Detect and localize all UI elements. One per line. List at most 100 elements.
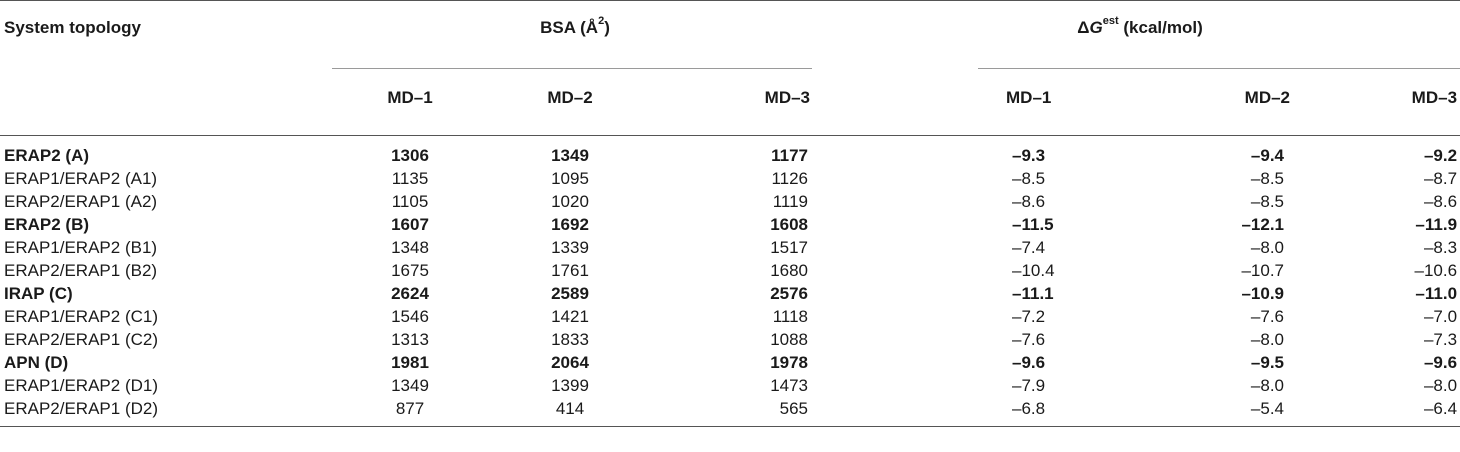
header-dg-md3: MD–3 xyxy=(1296,69,1460,136)
cell-bsa-md2: 1020 xyxy=(551,192,589,211)
cell-bsa-md2: 2064 xyxy=(551,353,589,372)
row-label: APN (D) xyxy=(4,353,69,372)
cell-dg-md3: –8.6 xyxy=(1423,192,1458,211)
cell-bsa-md3: 1608 xyxy=(770,215,809,234)
results-table-container: System topology BSA (Å2) ΔGest (kcal/mol… xyxy=(0,0,1460,427)
cell-dg-md1: –11.5 xyxy=(1012,215,1054,234)
cell-dg-md1: –7.6 xyxy=(1012,330,1046,349)
table-row: IRAP (C) 2624 2589 2576 –11.1 –10.9 –11.0 xyxy=(0,282,1460,305)
cell-dg-md1: –10.4 xyxy=(1012,261,1055,280)
cell-bsa-md3: 1119 xyxy=(772,192,809,211)
header-dg-md2: MD–2 xyxy=(1136,69,1297,136)
table-row: ERAP2 (A) 1306 1349 1177 –9.3 –9.4 –9.2 xyxy=(0,136,1460,168)
cell-bsa-md1: 1981 xyxy=(391,353,429,372)
cell-dg-md1: –7.9 xyxy=(1012,376,1046,395)
cell-dg-md1: –9.3 xyxy=(1012,146,1046,165)
cell-bsa-md3: 1978 xyxy=(770,353,809,372)
cell-spacer xyxy=(820,305,976,328)
row-label: ERAP1/ERAP2 (D1) xyxy=(4,376,158,395)
cell-bsa-md1: 1546 xyxy=(391,307,429,326)
table-row: APN (D) 1981 2064 1978 –9.6 –9.5 –9.6 xyxy=(0,351,1460,374)
header-bsa-md2: MD–2 xyxy=(490,69,650,136)
cell-spacer xyxy=(820,374,976,397)
cell-dg-md2: –9.5 xyxy=(1250,353,1285,372)
cell-spacer xyxy=(820,351,976,374)
cell-spacer xyxy=(820,236,976,259)
header-bsa-label: BSA (Å xyxy=(540,18,599,37)
cell-dg-md2: –8.5 xyxy=(1250,192,1285,211)
cell-spacer xyxy=(820,190,976,213)
cell-dg-md1: –7.2 xyxy=(1012,307,1046,326)
cell-dg-md2: –8.0 xyxy=(1250,330,1285,349)
cell-bsa-md3: 1177 xyxy=(771,146,809,165)
cell-bsa-md2: 1399 xyxy=(551,376,589,395)
cell-spacer xyxy=(820,282,976,305)
cell-bsa-md2: 414 xyxy=(490,397,650,427)
header-dg-prefix: ΔG xyxy=(1077,18,1103,37)
header-system-topology: System topology xyxy=(0,0,330,69)
cell-bsa-md2: 1761 xyxy=(551,261,589,280)
cell-spacer xyxy=(820,213,976,236)
cell-dg-md3: –10.6 xyxy=(1414,261,1458,280)
header-row-groups: System topology BSA (Å2) ΔGest (kcal/mol… xyxy=(0,0,1460,69)
cell-dg-md2: –12.1 xyxy=(1241,215,1285,234)
table-body: ERAP2 (A) 1306 1349 1177 –9.3 –9.4 –9.2 ERAP1/E… xyxy=(0,136,1460,427)
cell-bsa-md2: 1339 xyxy=(551,238,589,257)
cell-dg-md3: –8.7 xyxy=(1423,169,1458,188)
header-group-dg: ΔGest (kcal/mol) xyxy=(820,0,1460,69)
table-row: ERAP2/ERAP1 (C2) 1313 1833 1088 –7.6 –8.0 –7.3 xyxy=(0,328,1460,351)
cell-dg-md1: –9.6 xyxy=(1012,353,1046,372)
cell-bsa-md1: 1306 xyxy=(391,146,429,165)
cell-bsa-md2: 1692 xyxy=(551,215,589,234)
table-row: ERAP2/ERAP1 (B2) 1675 1761 1680 –10.4 –10.7 –1… xyxy=(0,259,1460,282)
cell-dg-md3: –9.6 xyxy=(1423,353,1458,372)
cell-bsa-md2: 1833 xyxy=(551,330,589,349)
cell-spacer xyxy=(820,397,977,427)
row-label: ERAP2 (A) xyxy=(4,146,90,165)
cell-dg-md2: –8.0 xyxy=(1250,376,1285,395)
cell-dg-md2: –10.9 xyxy=(1241,284,1285,303)
cell-dg-md3: –11.0 xyxy=(1415,284,1458,303)
cell-bsa-md2: 2589 xyxy=(551,284,589,303)
cell-bsa-md1: 1135 xyxy=(391,169,429,188)
cell-spacer xyxy=(820,259,976,282)
header-row-subcolumns: MD–1 MD–2 MD–3 MD–1 MD–2 MD–3 xyxy=(0,69,1460,136)
cell-bsa-md1: 1313 xyxy=(391,330,429,349)
cell-bsa-md1: 1349 xyxy=(391,376,429,395)
cell-bsa-md3: 2576 xyxy=(770,284,809,303)
cell-bsa-md1: 2624 xyxy=(391,284,429,303)
cell-bsa-md1: 877 xyxy=(330,397,490,427)
cell-bsa-md1: 1607 xyxy=(391,215,429,234)
row-label: ERAP2 (B) xyxy=(4,215,90,234)
cell-dg-md3: –6.4 xyxy=(1296,397,1460,427)
table-row: ERAP1/ERAP2 (B1) 1348 1339 1517 –7.4 –8.0 –8.3 xyxy=(0,236,1460,259)
cell-dg-md3: –7.0 xyxy=(1423,307,1458,326)
row-label: ERAP2/ERAP1 (C2) xyxy=(4,330,158,349)
cell-bsa-md3: 565 xyxy=(650,397,821,427)
row-label: ERAP2/ERAP1 (A2) xyxy=(4,192,158,211)
cell-dg-md3: –8.3 xyxy=(1423,238,1458,257)
table-row: ERAP2 (B) 1607 1692 1608 –11.5 –12.1 –11.9 xyxy=(0,213,1460,236)
table-row: ERAP1/ERAP2 (C1) 1546 1421 1118 –7.2 –7.6 –7.0 xyxy=(0,305,1460,328)
cell-bsa-md2: 1421 xyxy=(551,307,589,326)
table-header: System topology BSA (Å2) ΔGest (kcal/mol… xyxy=(0,0,1460,136)
row-label: ERAP1/ERAP2 (B1) xyxy=(4,238,158,257)
cell-dg-md2: –8.0 xyxy=(1250,238,1285,257)
cell-dg-md1: –7.4 xyxy=(1012,238,1046,257)
header-dg-underline xyxy=(978,68,1460,69)
header-bsa-md3: MD–3 xyxy=(650,69,821,136)
cell-bsa-md3: 1680 xyxy=(770,261,809,280)
cell-dg-md3: –7.3 xyxy=(1423,330,1458,349)
header-dg-sup: est xyxy=(1102,15,1119,28)
results-table: System topology BSA (Å2) ΔGest (kcal/mol… xyxy=(0,0,1460,427)
cell-bsa-md3: 1126 xyxy=(771,169,809,188)
header-bsa-sup: 2 xyxy=(598,15,605,28)
header-bsa-underline xyxy=(332,68,813,69)
cell-bsa-md3: 1118 xyxy=(772,307,809,326)
cell-dg-md3: –11.9 xyxy=(1415,215,1458,234)
cell-dg-md2: –9.4 xyxy=(1250,146,1285,165)
cell-dg-md3: –9.2 xyxy=(1423,146,1458,165)
cell-bsa-md2: 1349 xyxy=(551,146,589,165)
cell-spacer xyxy=(820,167,976,190)
header-empty xyxy=(0,69,330,136)
